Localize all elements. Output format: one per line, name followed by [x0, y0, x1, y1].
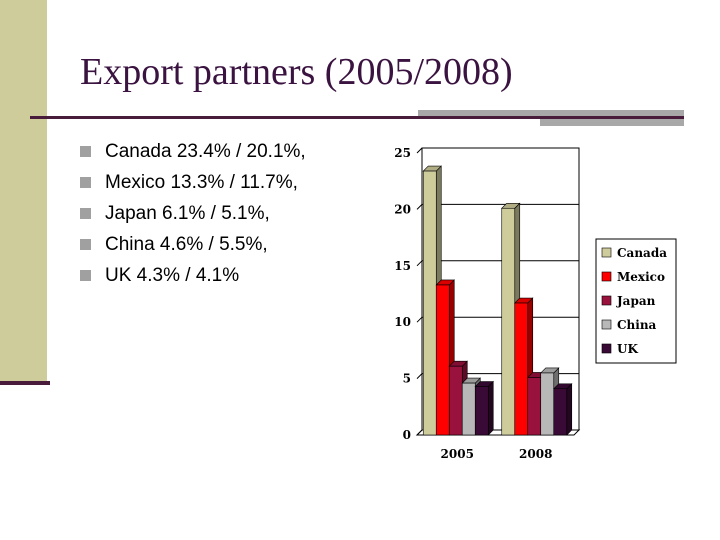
bullet-list: Canada 23.4% / 20.1%, Mexico 13.3% / 11.…	[80, 136, 306, 291]
legend-label: Mexico	[617, 270, 665, 284]
bar	[540, 372, 555, 436]
bar	[553, 388, 568, 436]
legend-swatch	[601, 271, 612, 282]
bullet-text: Japan 6.1% / 5.1%,	[105, 202, 270, 224]
legend-swatch	[601, 343, 612, 354]
decorative-side-bar	[0, 0, 47, 383]
legend-label: Japan	[616, 294, 656, 308]
y-tick	[416, 373, 423, 379]
bar	[422, 170, 437, 436]
bar	[448, 365, 463, 436]
bar-side	[487, 380, 494, 436]
bar	[527, 377, 542, 436]
bullet-item: Mexico 13.3% / 11.7%,	[80, 167, 306, 198]
y-tick-label: 25	[394, 146, 411, 160]
y-tick	[416, 147, 423, 154]
square-bullet-icon	[80, 270, 91, 281]
y-tick	[416, 260, 423, 267]
legend-label: Canada	[617, 246, 667, 260]
legend-swatch	[601, 247, 612, 258]
y-tick	[416, 204, 423, 210]
bar	[461, 382, 476, 436]
x-tick-label: 2008	[519, 447, 552, 461]
y-tick-label: 10	[394, 315, 411, 329]
y-tick-label: 0	[403, 428, 411, 442]
title-rule-accent	[418, 110, 684, 116]
bullet-item: UK 4.3% / 4.1%	[80, 260, 306, 291]
square-bullet-icon	[80, 239, 91, 250]
slide-title: Export partners (2005/2008)	[80, 51, 513, 93]
square-bullet-icon	[80, 146, 91, 157]
bullet-text: UK 4.3% / 4.1%	[105, 264, 240, 286]
square-bullet-icon	[80, 208, 91, 219]
bullet-text: Mexico 13.3% / 11.7%,	[105, 171, 298, 193]
y-tick-label: 5	[403, 372, 411, 386]
legend-swatch	[601, 295, 612, 306]
bar-side	[566, 383, 573, 436]
bar	[435, 284, 450, 436]
title-rule	[30, 116, 684, 119]
legend-label: China	[617, 318, 657, 332]
bullet-text: China 4.6% / 5.5%,	[105, 233, 268, 255]
bar	[514, 302, 529, 436]
bar	[474, 386, 489, 436]
y-tick-label: 20	[394, 202, 411, 216]
bullet-item: China 4.6% / 5.5%,	[80, 229, 306, 260]
bullet-item: Canada 23.4% / 20.1%,	[80, 136, 306, 167]
y-tick	[416, 429, 423, 436]
bullet-item: Japan 6.1% / 5.1%,	[80, 198, 306, 229]
y-tick	[416, 316, 423, 323]
square-bullet-icon	[80, 177, 91, 188]
decorative-side-line	[0, 381, 50, 385]
title-rule-accent-lower	[540, 119, 684, 126]
legend-swatch	[601, 319, 612, 330]
bar	[501, 207, 516, 436]
bullet-text: Canada 23.4% / 20.1%,	[105, 140, 306, 162]
x-tick-label: 2005	[441, 447, 474, 461]
legend-label: UK	[617, 342, 638, 356]
y-tick-label: 15	[394, 259, 411, 273]
